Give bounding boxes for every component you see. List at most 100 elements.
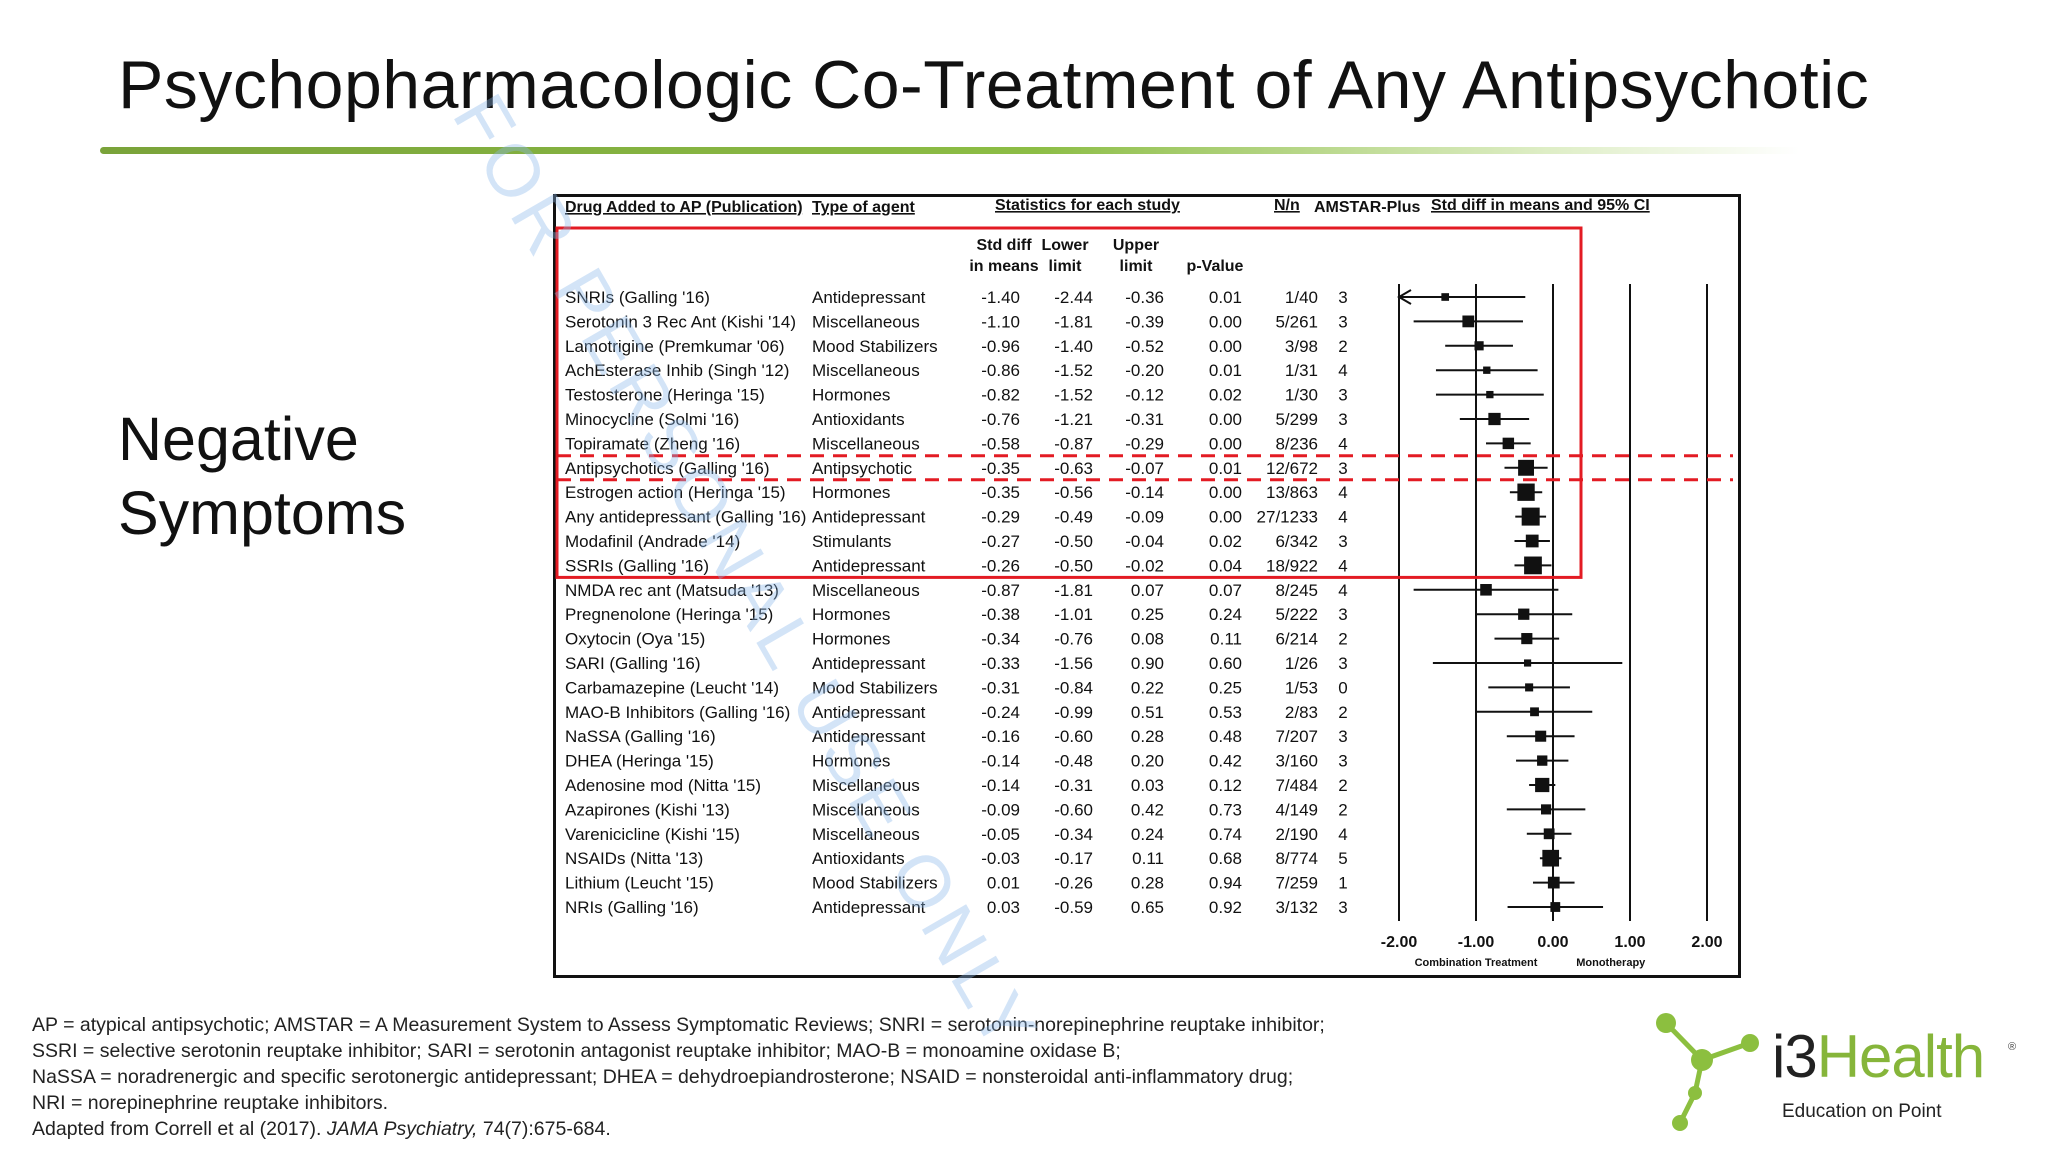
row-upper: -0.20 bbox=[1125, 361, 1164, 380]
row-agent-type: Stimulants bbox=[812, 532, 891, 551]
row-effect-marker bbox=[1530, 707, 1539, 717]
row-smd: -0.76 bbox=[981, 410, 1020, 429]
row-agent-type: Antidepressant bbox=[812, 727, 926, 746]
row-drug: Minocycline (Solmi '16) bbox=[565, 410, 739, 429]
logo-wordmark: i3Health bbox=[1772, 1027, 1985, 1087]
row-smd: -0.33 bbox=[981, 654, 1020, 673]
row-p-value: 0.00 bbox=[1209, 508, 1242, 527]
row-upper: 0.65 bbox=[1131, 898, 1164, 917]
row-lower: -0.50 bbox=[1054, 556, 1093, 575]
row-lower: -2.44 bbox=[1054, 288, 1093, 307]
row-drug: Varenicicline (Kishi '15) bbox=[565, 825, 740, 844]
row-upper: -0.02 bbox=[1125, 556, 1164, 575]
subheader-lower-2: limit bbox=[1049, 258, 1083, 275]
row-n: 1/30 bbox=[1285, 386, 1318, 405]
row-smd: -0.03 bbox=[981, 849, 1020, 868]
row-p-value: 0.73 bbox=[1209, 800, 1242, 819]
row-amstar: 3 bbox=[1338, 898, 1347, 917]
row-amstar: 2 bbox=[1338, 630, 1347, 649]
row-lower: -0.49 bbox=[1054, 508, 1093, 527]
axis-tick-label: 0.00 bbox=[1537, 934, 1568, 951]
row-amstar: 4 bbox=[1338, 361, 1347, 380]
row-drug: NSAIDs (Nitta '13) bbox=[565, 849, 703, 868]
row-smd: -0.38 bbox=[981, 605, 1020, 624]
row-p-value: 0.48 bbox=[1209, 727, 1242, 746]
row-p-value: 0.02 bbox=[1209, 532, 1242, 551]
row-effect-marker bbox=[1521, 507, 1540, 526]
row-upper: 0.28 bbox=[1131, 727, 1164, 746]
row-effect-marker bbox=[1524, 659, 1532, 667]
row-p-value: 0.74 bbox=[1209, 825, 1242, 844]
header-ci: Std diff in means and 95% CI bbox=[1431, 197, 1650, 214]
row-drug: Serotonin 3 Rec Ant (Kishi '14) bbox=[565, 312, 796, 331]
row-lower: -0.34 bbox=[1054, 825, 1093, 844]
row-smd: -0.24 bbox=[981, 703, 1020, 722]
row-upper: -0.04 bbox=[1125, 532, 1164, 551]
citation-suffix: 74(7):675-684. bbox=[477, 1118, 611, 1140]
row-drug: Lamotrigine (Premkumar '06) bbox=[565, 337, 785, 356]
row-n: 1/53 bbox=[1285, 678, 1318, 697]
row-agent-type: Mood Stabilizers bbox=[812, 337, 938, 356]
row-drug: Adenosine mod (Nitta '15) bbox=[565, 776, 761, 795]
row-lower: -0.99 bbox=[1054, 703, 1093, 722]
row-upper: 0.20 bbox=[1131, 752, 1164, 771]
row-amstar: 0 bbox=[1338, 678, 1347, 697]
row-effect-marker bbox=[1525, 683, 1534, 692]
row-effect-marker bbox=[1474, 341, 1484, 351]
row-smd: -0.82 bbox=[981, 386, 1020, 405]
row-drug: Topiramate (Zheng '16) bbox=[565, 434, 740, 453]
row-agent-type: Miscellaneous bbox=[812, 825, 920, 844]
row-p-value: 0.00 bbox=[1209, 337, 1242, 356]
subheader-std-2: in means bbox=[969, 258, 1038, 275]
row-p-value: 0.25 bbox=[1209, 678, 1242, 697]
row-smd: 0.01 bbox=[987, 874, 1020, 893]
row-n: 3/132 bbox=[1275, 898, 1318, 917]
row-p-value: 0.00 bbox=[1209, 312, 1242, 331]
molecule-icon bbox=[1656, 1013, 1759, 1131]
row-agent-type: Miscellaneous bbox=[812, 361, 920, 380]
row-drug: Azapirones (Kishi '13) bbox=[565, 800, 730, 819]
row-lower: -0.76 bbox=[1054, 630, 1093, 649]
row-amstar: 2 bbox=[1338, 776, 1347, 795]
logo-word-accent: Health bbox=[1816, 1023, 1985, 1090]
row-amstar: 3 bbox=[1338, 312, 1347, 331]
row-effect-marker bbox=[1486, 390, 1494, 399]
row-drug: NRIs (Galling '16) bbox=[565, 898, 699, 917]
row-p-value: 0.04 bbox=[1209, 556, 1242, 575]
row-n: 5/299 bbox=[1275, 410, 1318, 429]
row-upper: 0.08 bbox=[1131, 630, 1164, 649]
row-n: 6/214 bbox=[1275, 630, 1318, 649]
row-n: 6/342 bbox=[1275, 532, 1318, 551]
row-n: 8/245 bbox=[1275, 581, 1318, 600]
axis-tick-label: -1.00 bbox=[1458, 934, 1495, 951]
row-drug: AchEsterase Inhib (Singh '12) bbox=[565, 361, 789, 380]
logo-registered-mark: ® bbox=[2008, 1041, 2017, 1053]
row-lower: -0.31 bbox=[1054, 776, 1093, 795]
row-lower: -0.84 bbox=[1054, 678, 1093, 697]
row-effect-marker bbox=[1480, 584, 1492, 596]
row-effect-marker bbox=[1517, 483, 1535, 501]
axis-tick-label: 1.00 bbox=[1614, 934, 1645, 951]
row-amstar: 3 bbox=[1338, 605, 1347, 624]
row-agent-type: Miscellaneous bbox=[812, 434, 920, 453]
row-amstar: 3 bbox=[1338, 532, 1347, 551]
row-n: 4/149 bbox=[1275, 800, 1318, 819]
row-agent-type: Mood Stabilizers bbox=[812, 874, 938, 893]
row-drug: SARI (Galling '16) bbox=[565, 654, 701, 673]
forest-plot-frame bbox=[553, 194, 1741, 978]
header-drug: Drug Added to AP (Publication) bbox=[565, 199, 803, 216]
row-effect-marker bbox=[1550, 902, 1561, 912]
row-agent-type: Miscellaneous bbox=[812, 581, 920, 600]
row-smd: -0.27 bbox=[981, 532, 1020, 551]
row-amstar: 2 bbox=[1338, 703, 1347, 722]
row-n: 1/40 bbox=[1285, 288, 1318, 307]
row-p-value: 0.00 bbox=[1209, 434, 1242, 453]
row-lower: -0.60 bbox=[1054, 727, 1093, 746]
row-smd: -0.58 bbox=[981, 434, 1020, 453]
citation-journal: JAMA Psychiatry, bbox=[326, 1118, 478, 1140]
row-amstar: 4 bbox=[1338, 556, 1347, 575]
row-n: 1/26 bbox=[1285, 654, 1318, 673]
row-n: 13/863 bbox=[1266, 483, 1318, 502]
row-n: 7/484 bbox=[1275, 776, 1318, 795]
row-upper: 0.03 bbox=[1131, 776, 1164, 795]
